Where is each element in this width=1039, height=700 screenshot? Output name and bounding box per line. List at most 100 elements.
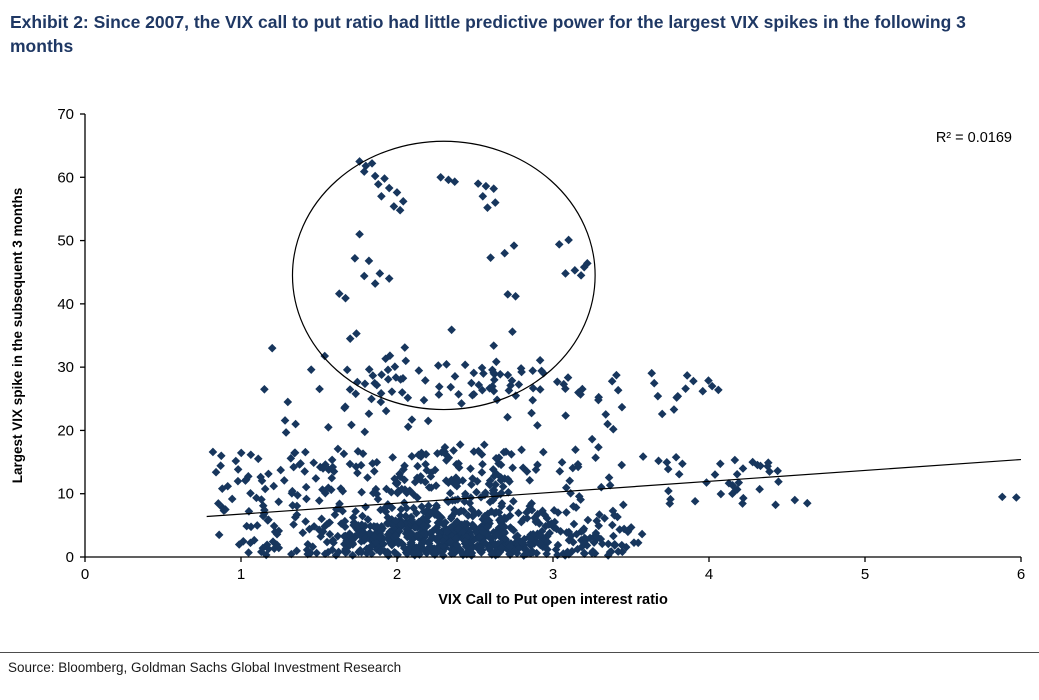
data-point [377,192,386,201]
data-point [472,477,482,486]
data-point [336,484,346,494]
y-tick-label: 10 [57,486,74,503]
data-point [499,448,509,457]
data-point [613,512,622,522]
data-point [291,513,300,522]
data-point [535,539,545,548]
data-point [472,488,481,497]
data-point [533,421,542,430]
data-point [525,502,535,511]
data-point [234,540,244,550]
data-point [498,482,508,492]
data-point [357,520,367,530]
data-point [582,541,592,550]
data-point [360,534,370,543]
data-point [618,547,627,557]
data-point [442,527,452,537]
data-point [333,532,343,541]
data-point [362,549,372,558]
x-tick-label: 0 [81,566,89,583]
data-point [649,379,659,388]
data-point [376,397,386,407]
data-point [601,410,611,419]
data-point [612,371,621,380]
data-point [260,385,269,394]
data-point [603,539,613,549]
data-point [252,521,262,531]
data-point [364,409,374,419]
data-point [253,454,263,464]
data-points [208,157,1021,561]
data-point [351,462,361,472]
data-point [384,274,394,284]
data-point [704,376,713,386]
data-point [419,396,429,405]
data-point [578,385,587,394]
data-point [370,532,379,542]
data-point [500,534,510,543]
data-point [414,450,423,460]
data-point [370,279,380,289]
data-point [322,538,332,547]
data-point [301,448,310,457]
data-point [454,477,463,486]
data-point [557,458,567,467]
data-point [452,540,462,550]
data-point [527,499,536,508]
data-point [451,473,461,483]
data-point [309,522,319,531]
data-point [491,357,501,367]
data-point [519,515,528,524]
data-point [398,540,408,549]
data-point [576,271,586,280]
data-point [567,547,577,556]
data-point [503,371,513,380]
data-point [367,394,376,404]
data-point [311,474,321,483]
data-point [511,292,520,301]
data-point [427,483,436,493]
data-point [477,363,487,373]
data-point [509,497,518,506]
data-point [388,453,397,462]
data-point [321,489,330,498]
data-point [288,501,297,510]
data-point [469,447,479,457]
data-point [509,241,519,251]
data-point [450,480,460,490]
data-point [246,538,255,548]
data-point [763,458,773,468]
data-point [532,549,541,558]
data-point [317,514,326,524]
data-point [522,467,532,477]
data-point [333,444,343,454]
data-point [391,373,401,383]
data-point [790,496,800,505]
data-point [483,203,492,213]
data-point [403,422,413,432]
data-point [352,329,361,339]
data-point [424,501,433,511]
data-point [647,369,657,378]
data-point [488,489,498,499]
data-point [408,549,418,559]
data-point [385,351,395,361]
y-tick-label: 40 [57,296,74,313]
data-point [442,360,451,369]
data-point [434,532,443,541]
data-point [365,528,375,538]
data-point [467,480,476,490]
data-point [527,409,536,418]
data-point [471,527,480,537]
data-point [467,548,477,558]
data-point [739,494,748,503]
data-point [441,476,451,486]
data-point [335,499,344,509]
data-point [246,450,256,460]
data-point [327,455,337,465]
data-point [479,369,488,379]
data-point [368,489,378,498]
data-point [257,476,267,486]
data-point [402,525,412,534]
